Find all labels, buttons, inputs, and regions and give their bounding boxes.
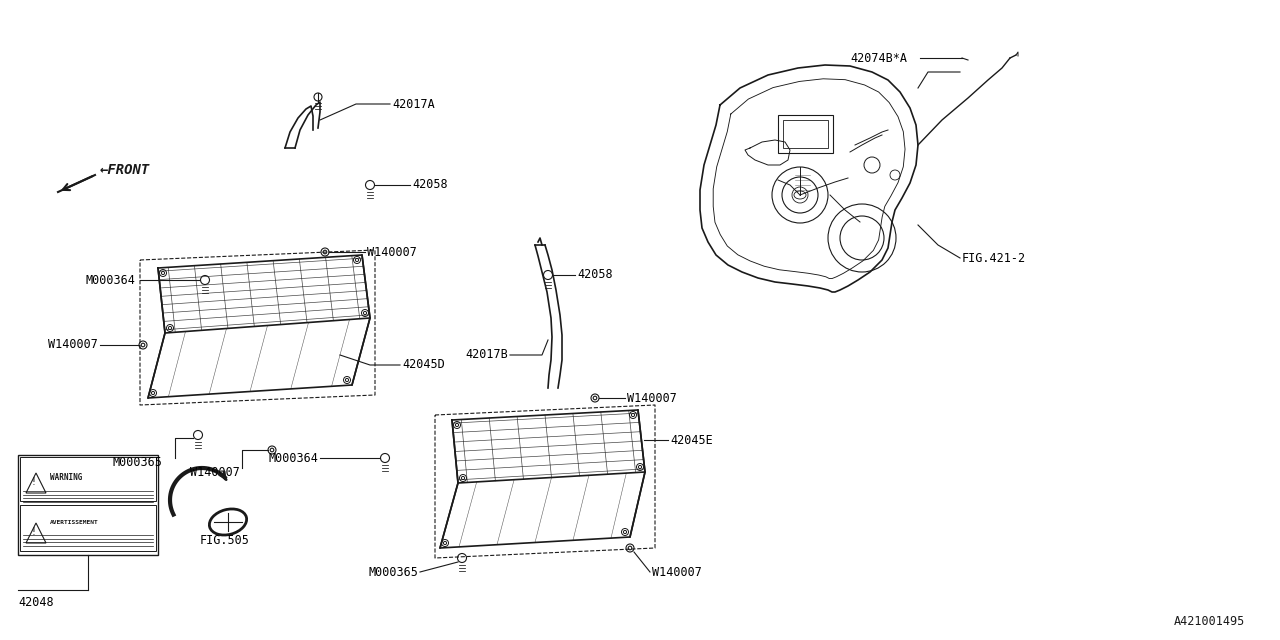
Text: 42017B: 42017B [465,349,508,362]
Text: 42045E: 42045E [669,433,713,447]
Text: FIG.505: FIG.505 [200,534,250,547]
Bar [18,455,157,555]
Text: 42074B*A: 42074B*A [850,51,908,65]
Bar [778,115,833,153]
Text: W140007: W140007 [49,339,99,351]
Text: W140007: W140007 [191,465,241,479]
Text: !: ! [29,527,36,537]
Bar [20,505,156,551]
Text: W140007: W140007 [652,566,701,579]
Text: AVERTISSEMENT: AVERTISSEMENT [50,520,99,525]
Text: !: ! [29,477,36,487]
Text: 42048: 42048 [18,596,54,609]
Text: M000364: M000364 [268,451,317,465]
Text: 42045D: 42045D [402,358,444,371]
Text: ←FRONT: ←FRONT [100,163,150,177]
Text: 42058: 42058 [577,269,613,282]
Text: M000365: M000365 [369,566,419,579]
Text: M000364: M000364 [86,273,134,287]
Text: 42017A: 42017A [392,97,435,111]
Text: W140007: W140007 [367,246,417,259]
Text: W140007: W140007 [627,392,677,404]
Bar [20,457,156,501]
Text: FIG.421-2: FIG.421-2 [963,252,1027,264]
Text: A421001495: A421001495 [1174,615,1245,628]
Text: WARNING: WARNING [50,472,82,481]
Text: M000365: M000365 [113,456,163,468]
Bar [783,120,828,148]
Text: 42058: 42058 [412,179,448,191]
